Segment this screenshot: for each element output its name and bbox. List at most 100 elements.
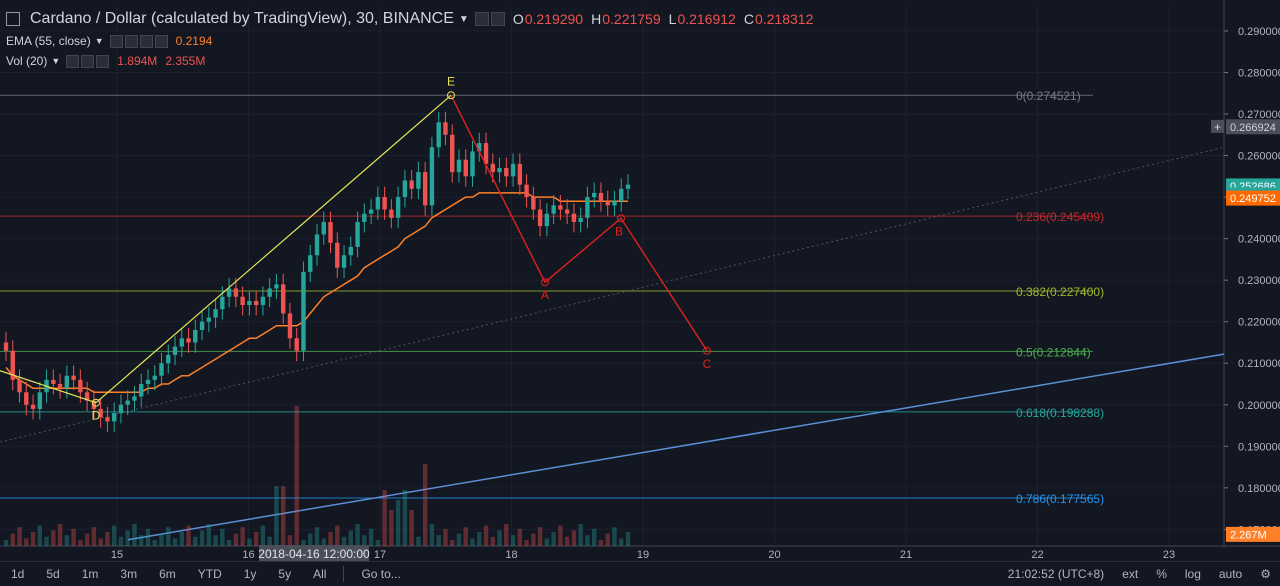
ema-name: EMA (55, close) bbox=[6, 34, 91, 48]
chevron-down-icon[interactable]: ▼ bbox=[51, 56, 61, 66]
candle-body bbox=[301, 271, 306, 351]
volume-bar bbox=[328, 532, 333, 546]
volume-bar bbox=[240, 527, 245, 546]
candle-body bbox=[571, 213, 577, 222]
volume-bar bbox=[470, 538, 475, 546]
candle-body bbox=[240, 296, 245, 306]
timeframe-3m[interactable]: 3m bbox=[120, 567, 138, 581]
volume-bar bbox=[531, 533, 536, 546]
candle-body bbox=[497, 168, 502, 173]
volume-value-1: 1.894M bbox=[117, 54, 158, 68]
candle-body bbox=[456, 159, 462, 173]
volume-bar bbox=[355, 524, 360, 546]
candle-body bbox=[335, 242, 340, 268]
volume-bar bbox=[30, 532, 36, 546]
wave-line-d-e bbox=[95, 94, 452, 404]
option-ext[interactable]: ext bbox=[1122, 567, 1139, 581]
candle-body bbox=[605, 201, 610, 206]
volume-bar bbox=[159, 533, 164, 546]
volume-bar bbox=[247, 538, 252, 546]
volume-bar bbox=[145, 528, 151, 546]
candle-body bbox=[179, 338, 184, 347]
volume-bar bbox=[118, 536, 124, 546]
candle-body bbox=[416, 172, 421, 189]
volume-bar bbox=[362, 535, 367, 546]
goto-button[interactable]: Go to... bbox=[361, 567, 401, 581]
candle-body bbox=[247, 300, 252, 306]
price-tick-label: 0.200000 bbox=[1238, 400, 1280, 412]
timeframe-1y[interactable]: 1y bbox=[243, 567, 257, 581]
option-auto[interactable]: auto bbox=[1218, 567, 1243, 581]
settings-icon[interactable] bbox=[490, 12, 505, 26]
price-tag bbox=[1226, 526, 1280, 542]
wave-line-to-d bbox=[0, 370, 97, 404]
wave-point-d bbox=[92, 398, 100, 407]
volume-controls[interactable] bbox=[66, 54, 110, 68]
candle-body bbox=[199, 321, 205, 330]
volume-bar bbox=[402, 490, 408, 546]
volume-legend[interactable]: Vol (20) ▼ 1.894M 2.355M bbox=[6, 53, 213, 69]
volume-bar bbox=[382, 490, 387, 546]
candle-body bbox=[267, 288, 272, 297]
volume-bar bbox=[301, 540, 306, 546]
ohlc-close: C0.218312 bbox=[743, 11, 814, 27]
menu-icon[interactable] bbox=[6, 12, 20, 26]
price-tag bbox=[1226, 119, 1280, 135]
price-tag-label: 2.267M bbox=[1230, 529, 1267, 541]
option-log[interactable]: log bbox=[1184, 567, 1201, 581]
time-tick-label: 23 bbox=[1163, 549, 1175, 561]
timeframe-5y[interactable]: 5y bbox=[278, 567, 292, 581]
option-percent[interactable]: % bbox=[1156, 567, 1167, 581]
timeframe-1d[interactable]: 1d bbox=[11, 567, 25, 581]
volume-bar bbox=[139, 535, 144, 546]
candle-body bbox=[152, 375, 157, 380]
close-icon[interactable] bbox=[96, 54, 110, 68]
timeframe-5d[interactable]: 5d bbox=[46, 567, 60, 581]
price-tick-label: 0.190000 bbox=[1238, 441, 1280, 453]
symbol-title[interactable]: Cardano / Dollar (calculated by TradingV… bbox=[30, 10, 454, 27]
volume-bar bbox=[172, 538, 178, 546]
symbol-controls[interactable] bbox=[474, 12, 505, 26]
add-alert-button[interactable] bbox=[1211, 119, 1224, 133]
candle-body bbox=[145, 379, 151, 384]
eye-icon[interactable] bbox=[474, 12, 489, 26]
eye-icon[interactable] bbox=[66, 54, 80, 68]
ema-legend[interactable]: EMA (55, close) ▼ 0.2194 bbox=[6, 33, 220, 49]
candle-body bbox=[341, 255, 347, 268]
close-icon[interactable] bbox=[154, 34, 168, 48]
candle-body bbox=[206, 317, 212, 322]
candle-body bbox=[348, 246, 354, 256]
volume-bar bbox=[125, 530, 130, 546]
timeframe-all[interactable]: All bbox=[313, 567, 327, 581]
gear-icon[interactable]: ⚙ bbox=[1260, 567, 1271, 581]
volume-bar bbox=[429, 524, 435, 546]
ema-controls[interactable] bbox=[109, 34, 168, 48]
price-tick-label: 0.280000 bbox=[1238, 67, 1280, 79]
volume-bar bbox=[314, 527, 320, 546]
candle-body bbox=[111, 413, 117, 422]
timeframe-1m[interactable]: 1m bbox=[81, 567, 99, 581]
candle-body bbox=[362, 213, 367, 222]
add-icon[interactable] bbox=[139, 34, 153, 48]
time-tick-label: 22 bbox=[1031, 549, 1043, 561]
candle-body bbox=[253, 300, 259, 306]
candle-body bbox=[17, 379, 22, 393]
candle-body bbox=[166, 354, 171, 364]
candle-body bbox=[395, 197, 401, 218]
volume-bar bbox=[510, 535, 516, 546]
chevron-down-icon[interactable]: ▼ bbox=[94, 36, 104, 46]
volume-bar bbox=[267, 536, 272, 546]
volume-bar bbox=[598, 540, 604, 546]
settings-icon[interactable] bbox=[81, 54, 95, 68]
candle-body bbox=[382, 197, 387, 210]
eye-icon[interactable] bbox=[109, 34, 123, 48]
settings-icon[interactable] bbox=[124, 34, 138, 48]
candle-body bbox=[308, 255, 313, 272]
time-tick-label: 15 bbox=[111, 549, 123, 561]
timeframe-ytd[interactable]: YTD bbox=[197, 567, 222, 581]
chevron-down-icon[interactable]: ▼ bbox=[458, 13, 469, 25]
candle-body bbox=[186, 338, 191, 343]
timeframe-6m[interactable]: 6m bbox=[159, 567, 176, 581]
volume-bar bbox=[98, 538, 103, 546]
